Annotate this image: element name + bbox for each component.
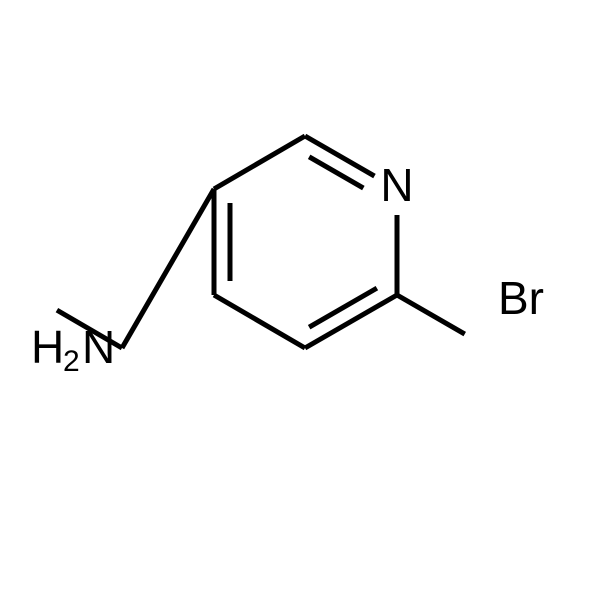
bond-line <box>214 136 305 189</box>
bond-line <box>305 136 374 176</box>
atom-label-amine_2: 2 <box>63 345 80 378</box>
bond-line <box>214 295 305 348</box>
atom-label-N_ring_label: N <box>380 159 413 211</box>
bond-line <box>309 157 363 188</box>
bond-line <box>397 295 465 334</box>
bond-line <box>122 189 214 348</box>
molecule-diagram: NBrH2N <box>0 0 600 600</box>
atom-label-amine_H: H <box>31 321 64 373</box>
atom-label-Br_label: Br <box>498 272 544 324</box>
atom-label-amine_N: N <box>82 321 115 373</box>
bond-line <box>309 288 377 327</box>
